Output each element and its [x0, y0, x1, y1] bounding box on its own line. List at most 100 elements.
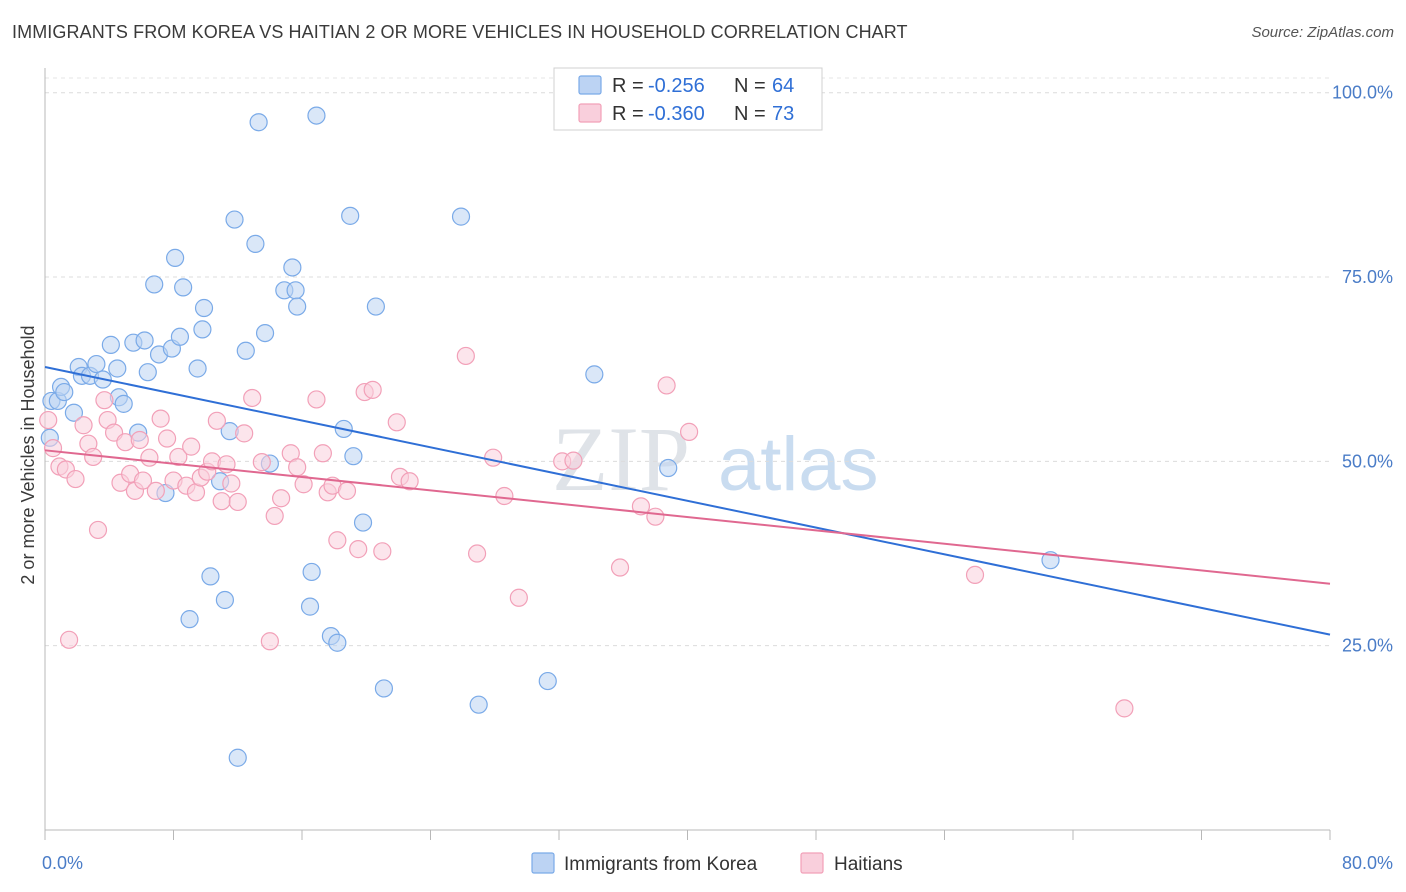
haiti-point [169, 447, 188, 467]
haiti-point [151, 409, 170, 428]
korea-point [344, 447, 363, 466]
haiti-point [260, 632, 279, 651]
korea-point [659, 458, 678, 478]
korea-point [193, 320, 212, 339]
haiti-trend-line [44, 449, 1331, 585]
korea-point [135, 331, 154, 350]
korea-point [469, 695, 488, 714]
korea-point [585, 365, 604, 384]
korea-point [101, 335, 120, 354]
korea-point [55, 382, 74, 402]
x-axis-ticks [44, 830, 1331, 840]
y-tick-label: 50.0% [1342, 451, 1393, 471]
korea-point [288, 297, 307, 316]
korea-point [180, 610, 199, 629]
korea-point [87, 354, 106, 374]
haiti-point [657, 376, 676, 395]
x-tick-label-max: 80.0% [1342, 853, 1393, 873]
haiti-point [252, 453, 271, 472]
korea-point [283, 258, 302, 277]
haiti-point [1115, 699, 1134, 718]
korea-point [341, 206, 360, 225]
source-credit: Source: ZipAtlas.com [1251, 24, 1394, 41]
korea-point [166, 248, 185, 267]
y-axis-label: 2 or more Vehicles in Household [18, 325, 38, 584]
haiti-series-label: Haitians [834, 854, 903, 875]
haiti-point [294, 475, 313, 494]
korea-point [538, 671, 557, 691]
korea-point [328, 633, 347, 652]
haiti-point [140, 448, 159, 467]
haiti-point [400, 472, 419, 491]
haiti-point [39, 410, 58, 430]
korea-n-label: N = [734, 75, 766, 97]
haiti-point [307, 390, 326, 409]
korea-trend-line [44, 366, 1331, 636]
haiti-point [235, 424, 254, 443]
haiti-n-value: 73 [772, 103, 794, 125]
x-tick-label-min: 0.0% [42, 853, 83, 873]
korea-point [300, 597, 320, 616]
haiti-point [337, 481, 357, 500]
y-tick-label: 25.0% [1342, 636, 1393, 656]
korea-point [307, 106, 326, 125]
haiti-point [610, 558, 630, 577]
haiti-point [84, 447, 103, 467]
korea-point [225, 210, 244, 229]
haiti-point [495, 486, 514, 506]
haiti-point [133, 471, 153, 490]
korea-point [194, 298, 214, 318]
haiti-point [130, 430, 149, 450]
haiti-point [456, 346, 475, 366]
korea-point [366, 297, 385, 316]
haiti-point [509, 588, 528, 607]
korea-point [64, 403, 84, 422]
korea-point [246, 234, 265, 253]
haiti-series-swatch [800, 852, 824, 874]
series-haiti-points [39, 346, 1134, 718]
haiti-point [207, 411, 226, 430]
haiti-point [631, 497, 651, 516]
haiti-point [564, 451, 583, 470]
haiti-legend-swatch [578, 103, 602, 123]
haiti-point [182, 437, 201, 456]
haiti-r-value: -0.360 [648, 103, 705, 125]
watermark-atlas: atlas [718, 422, 879, 507]
haiti-point [265, 506, 284, 526]
haiti-point [272, 489, 291, 508]
korea-point [236, 341, 255, 360]
haiti-point [212, 492, 231, 511]
korea-point [249, 113, 268, 132]
haiti-point [43, 439, 63, 458]
korea-point [201, 567, 220, 586]
chart-title: IMMIGRANTS FROM KOREA VS HAITIAN 2 OR MO… [12, 22, 908, 42]
haiti-point [313, 444, 332, 463]
korea-point [145, 275, 164, 294]
korea-point [170, 327, 190, 346]
haiti-point [88, 520, 108, 540]
korea-point [374, 679, 394, 698]
korea-point [114, 394, 133, 413]
series-legend: Immigrants from Korea Haitians [531, 852, 903, 875]
korea-point [188, 359, 207, 378]
haiti-point [95, 391, 114, 410]
haiti-point [59, 630, 79, 649]
haiti-point [349, 540, 368, 559]
haiti-point [965, 565, 985, 585]
korea-point [228, 748, 247, 767]
y-tick-label: 100.0% [1332, 83, 1393, 103]
korea-point [138, 363, 157, 382]
haiti-point [328, 531, 347, 550]
korea-point [286, 281, 305, 300]
korea-r-value: -0.256 [648, 75, 705, 97]
haiti-point [484, 448, 503, 467]
haiti-point [228, 492, 247, 512]
haiti-point [363, 380, 382, 399]
korea-point [108, 359, 127, 378]
haiti-point [467, 544, 487, 563]
haiti-point [66, 469, 85, 489]
y-tick-label: 75.0% [1342, 267, 1393, 287]
haiti-point [373, 542, 392, 561]
haiti-n-label: N = [734, 103, 766, 125]
